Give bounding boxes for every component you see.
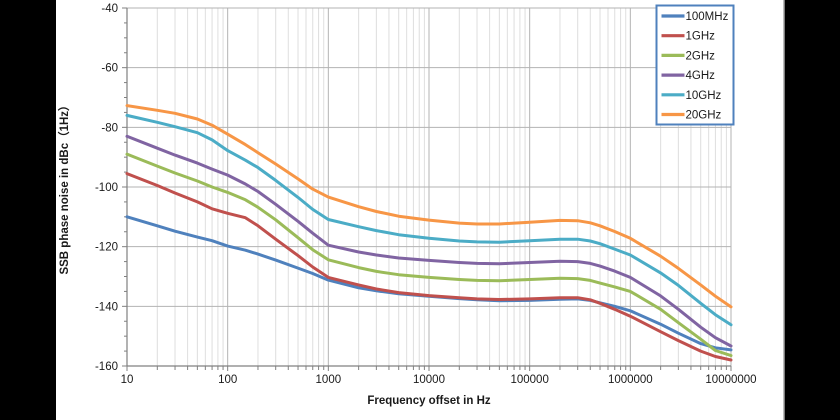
y-tick-label: -160 bbox=[95, 361, 118, 373]
legend-label-2GHz: 2GHz bbox=[686, 50, 716, 62]
axes bbox=[122, 7, 732, 371]
x-tick-label: 10000000 bbox=[705, 374, 756, 386]
series-line-1GHz bbox=[125, 172, 733, 362]
y-tick-label: -120 bbox=[95, 242, 118, 254]
legend-box bbox=[655, 4, 735, 126]
x-axis-title: Frequency offset in Hz bbox=[367, 395, 491, 407]
series-line-4GHz bbox=[125, 134, 733, 348]
legend-label-1GHz: 1GHz bbox=[686, 31, 716, 43]
series-line-10GHz bbox=[125, 113, 733, 327]
x-tick-label: 100000 bbox=[510, 374, 548, 386]
y-tick-label: -40 bbox=[101, 3, 118, 15]
y-tick-label: -140 bbox=[95, 301, 118, 313]
x-tick-label: 10000 bbox=[413, 374, 445, 386]
x-tick-label: 100 bbox=[218, 374, 237, 386]
series-line-2GHz bbox=[125, 152, 733, 358]
legend-label-100MHz: 100MHz bbox=[686, 11, 729, 23]
x-tick-label: 1000000 bbox=[608, 374, 653, 386]
x-tick-label: 1000 bbox=[316, 374, 342, 386]
gridlines bbox=[127, 7, 732, 366]
x-tick-label: 10 bbox=[121, 374, 134, 386]
series-line-20GHz bbox=[125, 104, 733, 309]
series-lines bbox=[125, 104, 733, 362]
y-axis-title: SSB phase noise in dBc（1Hz） bbox=[57, 99, 71, 274]
legend: 100MHz 1GHz 2GHz 4GHz 10GHz 20GHz bbox=[655, 4, 735, 126]
legend-label-20GHz: 20GHz bbox=[686, 110, 722, 122]
y-tick-label: -60 bbox=[101, 63, 118, 75]
legend-label-10GHz: 10GHz bbox=[686, 90, 722, 102]
y-tick-label: -100 bbox=[95, 182, 118, 194]
y-tick-label: -80 bbox=[101, 122, 118, 134]
legend-label-4GHz: 4GHz bbox=[686, 70, 716, 82]
